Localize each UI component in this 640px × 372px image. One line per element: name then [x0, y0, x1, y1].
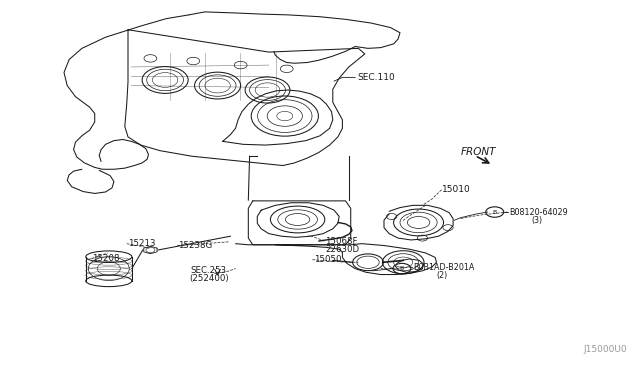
Text: 15238G: 15238G [178, 241, 212, 250]
Text: (2): (2) [436, 271, 448, 280]
Text: 15010: 15010 [442, 185, 470, 194]
Text: 15068F: 15068F [325, 237, 358, 246]
Text: B: B [400, 266, 404, 271]
Text: 15050: 15050 [314, 255, 341, 264]
Text: B: B [493, 209, 497, 215]
Text: B08120-64029: B08120-64029 [509, 208, 568, 217]
Text: 15213: 15213 [128, 239, 156, 248]
Text: (252400): (252400) [189, 275, 228, 283]
Text: 15208: 15208 [92, 254, 119, 263]
Text: (3): (3) [531, 216, 542, 225]
Text: 22630D: 22630D [325, 246, 359, 254]
Text: J15000U0: J15000U0 [584, 345, 627, 354]
Text: SEC.253: SEC.253 [191, 266, 227, 275]
Text: SEC.110: SEC.110 [357, 73, 395, 82]
Text: B0B1AD-B201A: B0B1AD-B201A [413, 263, 474, 272]
Text: FRONT: FRONT [461, 147, 496, 157]
